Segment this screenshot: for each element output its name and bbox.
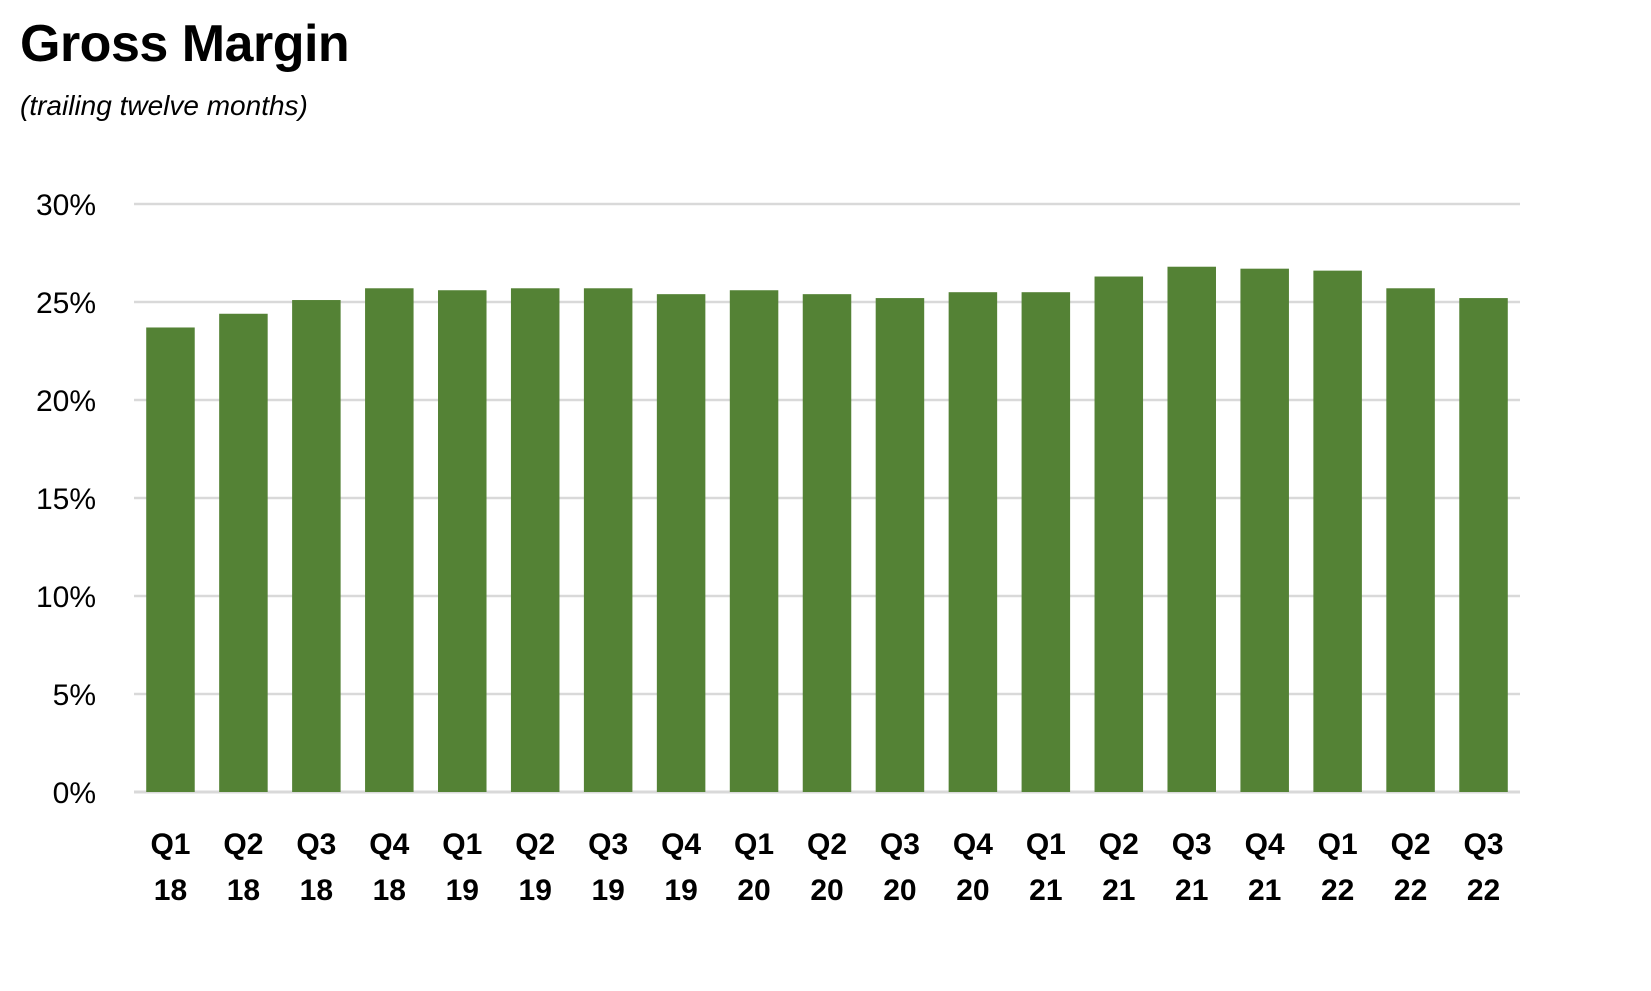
x-tick-label: Q1 18 [150,828,190,907]
x-tick-label: Q1 19 [442,828,482,907]
bar [292,300,341,792]
x-tick-label: Q3 22 [1464,828,1504,907]
chart-subtitle: (trailing twelve months) [20,90,308,121]
x-tick-label: Q1 22 [1318,828,1358,907]
bar [365,288,414,792]
x-tick-label: Q3 20 [880,828,920,907]
y-tick-label: 25% [36,287,96,320]
x-tick-label: Q3 19 [588,828,628,907]
x-axis-tick-labels: Q1 18 Q2 18 Q3 18 Q4 18 Q1 19 Q2 19 Q3 19 Q4 19 Q1 20 Q2 20… [150,828,1503,907]
bar [219,313,268,792]
chart-title: Gross Margin [20,15,350,73]
y-tick-label: 30% [36,189,96,222]
x-tick-label: Q4 21 [1245,828,1285,907]
x-tick-label: Q2 21 [1099,828,1139,907]
bar [1167,266,1216,793]
y-tick-label: 0% [53,777,96,810]
bar [1313,270,1362,792]
x-tick-label: Q4 19 [661,828,701,907]
y-tick-label: 10% [36,581,96,614]
x-tick-label: Q1 20 [734,828,774,907]
y-tick-label: 5% [53,679,96,712]
x-tick-label: Q2 20 [807,828,847,907]
x-tick-label: Q3 21 [1172,828,1212,907]
bar [729,290,779,792]
bar [1386,288,1435,792]
bar [146,327,195,792]
bar [1240,268,1289,792]
y-tick-label: 15% [36,483,96,516]
bar [1459,298,1508,792]
y-tick-label: 20% [36,385,96,418]
x-tick-label: Q4 20 [953,828,993,907]
bar [583,288,633,792]
bar [802,294,852,792]
bar [948,292,998,792]
x-tick-label: Q2 22 [1391,828,1431,907]
bar [1094,276,1144,792]
bars [146,266,1508,793]
bar [875,298,925,792]
bar [510,288,560,792]
y-axis-tick-labels: 0% 5% 10% 15% 20% 25% 30% [36,189,96,810]
bar [656,294,706,792]
x-tick-label: Q2 19 [515,828,555,907]
x-tick-label: Q4 18 [369,828,409,907]
bar [438,290,487,792]
bar [1021,292,1071,792]
x-tick-label: Q2 18 [223,828,263,907]
x-tick-label: Q1 21 [1026,828,1066,907]
x-tick-label: Q3 18 [296,828,336,907]
